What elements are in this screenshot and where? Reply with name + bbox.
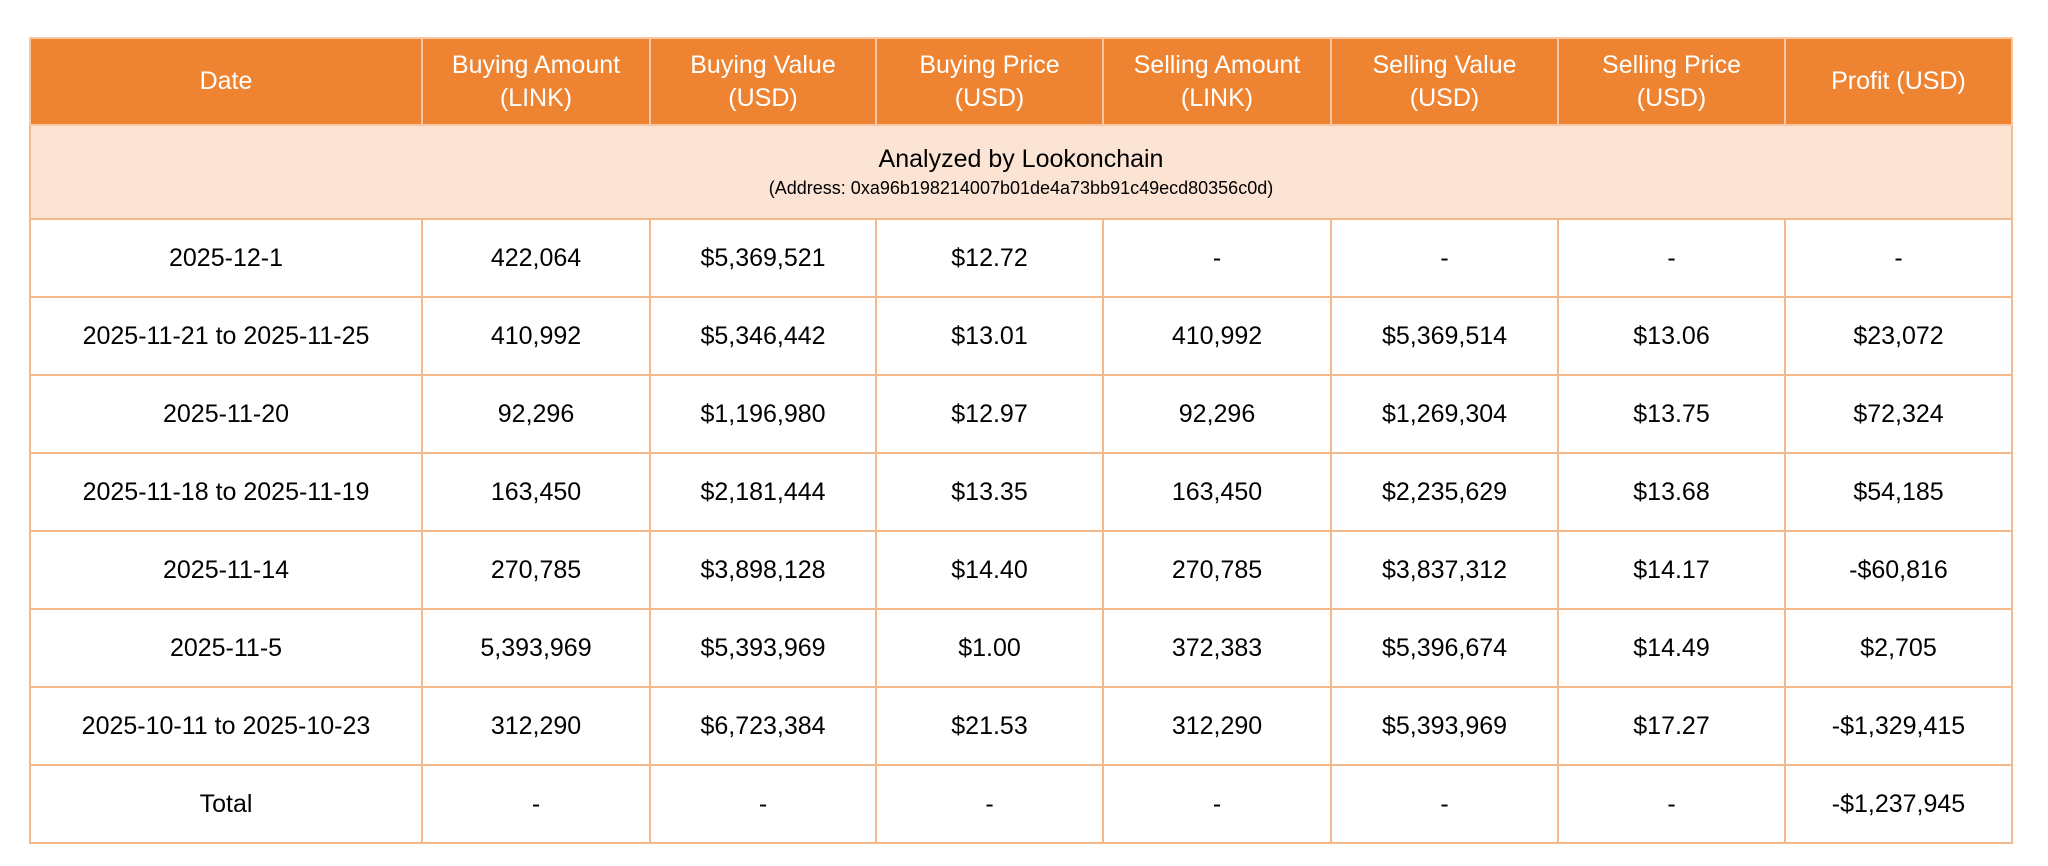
table-cell: 2025-11-18 to 2025-11-19 bbox=[29, 452, 423, 532]
table-cell: $72,324 bbox=[1784, 374, 2013, 454]
column-header-line1: Buying Value bbox=[690, 50, 836, 79]
table-row: 2025-11-21 to 2025-11-25 410,992 $5,346,44… bbox=[29, 296, 2013, 376]
column-header: Buying Value (USD) bbox=[649, 37, 877, 126]
table-cell: - bbox=[1557, 764, 1786, 844]
column-header-line1: Selling Amount bbox=[1133, 50, 1301, 79]
table-cell: 270,785 bbox=[421, 530, 651, 610]
table-cell: $5,369,521 bbox=[649, 218, 877, 298]
table-row: 2025-10-11 to 2025-10-23 312,290 $6,723,38… bbox=[29, 686, 2013, 766]
table-cell: $14.40 bbox=[875, 530, 1104, 610]
column-header-line1: Selling Price bbox=[1602, 50, 1741, 79]
table-cell: $14.49 bbox=[1557, 608, 1786, 688]
table-cell: $1.00 bbox=[875, 608, 1104, 688]
column-header-line1: Buying Amount bbox=[451, 50, 621, 79]
column-header-line2: (USD) bbox=[1636, 83, 1707, 112]
table-cell: -$60,816 bbox=[1784, 530, 2013, 610]
table-cell: $5,369,514 bbox=[1330, 296, 1559, 376]
column-header: Buying Price (USD) bbox=[875, 37, 1104, 126]
table-cell: 2025-12-1 bbox=[29, 218, 423, 298]
column-header: Profit (USD) bbox=[1784, 37, 2013, 126]
table-cell: $17.27 bbox=[1557, 686, 1786, 766]
table-cell: -$1,237,945 bbox=[1784, 764, 2013, 844]
table-cell: $13.06 bbox=[1557, 296, 1786, 376]
table-cell: 312,290 bbox=[1102, 686, 1332, 766]
column-header: Date bbox=[29, 37, 423, 126]
table-cell: 163,450 bbox=[1102, 452, 1332, 532]
table-cell: $3,837,312 bbox=[1330, 530, 1559, 610]
table-cell: $23,072 bbox=[1784, 296, 2013, 376]
table-cell: 410,992 bbox=[1102, 296, 1332, 376]
table-cell: 372,383 bbox=[1102, 608, 1332, 688]
table-cell: - bbox=[1784, 218, 2013, 298]
table-cell: $5,346,442 bbox=[649, 296, 877, 376]
column-header: Buying Amount (LINK) bbox=[421, 37, 651, 126]
table-cell: - bbox=[1330, 764, 1559, 844]
table-cell: 422,064 bbox=[421, 218, 651, 298]
table-row: 2025-11-18 to 2025-11-19 163,450 $2,181,44… bbox=[29, 452, 2013, 532]
table-cell: - bbox=[1102, 218, 1332, 298]
table-cell: $1,196,980 bbox=[649, 374, 877, 454]
table-cell: 5,393,969 bbox=[421, 608, 651, 688]
table-cell: 312,290 bbox=[421, 686, 651, 766]
table-cell: 2025-11-14 bbox=[29, 530, 423, 610]
column-header-line2: (USD) bbox=[728, 83, 798, 112]
table-cell: 2025-11-21 to 2025-11-25 bbox=[29, 296, 423, 376]
table-row: 2025-11-5 5,393,969 $5,393,969 $1.00 372,383… bbox=[29, 608, 2013, 688]
header-row: Date Buying Amount (LINK) Buying Value (USD)… bbox=[29, 37, 2013, 126]
table-cell: $13.01 bbox=[875, 296, 1104, 376]
column-header-line2: (USD) bbox=[954, 83, 1025, 112]
table-cell: 2025-11-5 bbox=[29, 608, 423, 688]
table-cell: $5,393,969 bbox=[1330, 686, 1559, 766]
table-cell: Total bbox=[29, 764, 423, 844]
column-header-line2: (USD) bbox=[1409, 83, 1480, 112]
table-cell: - bbox=[1330, 218, 1559, 298]
table-cell: 92,296 bbox=[1102, 374, 1332, 454]
table-cell: $13.68 bbox=[1557, 452, 1786, 532]
table-cell: $13.75 bbox=[1557, 374, 1786, 454]
table-cell: 410,992 bbox=[421, 296, 651, 376]
column-header-line1: Date bbox=[199, 67, 253, 95]
table-cell: $5,393,969 bbox=[649, 608, 877, 688]
table-cell: $54,185 bbox=[1784, 452, 2013, 532]
table-cell: $2,181,444 bbox=[649, 452, 877, 532]
table-cell: $2,235,629 bbox=[1330, 452, 1559, 532]
table-row: 2025-11-14 270,785 $3,898,128 $14.40 270,785… bbox=[29, 530, 2013, 610]
table-cell: 2025-10-11 to 2025-10-23 bbox=[29, 686, 423, 766]
column-header: Selling Amount (LINK) bbox=[1102, 37, 1332, 126]
trades-table: Date Buying Amount (LINK) Buying Value (USD)… bbox=[29, 37, 2013, 844]
table-cell: $3,898,128 bbox=[649, 530, 877, 610]
table-cell: 2025-11-20 bbox=[29, 374, 423, 454]
band-title: Analyzed by Lookonchain bbox=[878, 145, 1164, 173]
table-cell: - bbox=[649, 764, 877, 844]
table-cell: 92,296 bbox=[421, 374, 651, 454]
table-cell: $21.53 bbox=[875, 686, 1104, 766]
column-header: Selling Value (USD) bbox=[1330, 37, 1559, 126]
table-cell: $6,723,384 bbox=[649, 686, 877, 766]
column-header-line1: Selling Value bbox=[1372, 50, 1517, 79]
table-cell: -$1,329,415 bbox=[1784, 686, 2013, 766]
column-header-line2: (LINK) bbox=[1180, 83, 1254, 112]
column-header-line2: (LINK) bbox=[499, 83, 573, 112]
table-cell: - bbox=[875, 764, 1104, 844]
table-row: 2025-11-20 92,296 $1,196,980 $12.97 92,296 $1… bbox=[29, 374, 2013, 454]
table-cell: $12.97 bbox=[875, 374, 1104, 454]
table-cell: $14.17 bbox=[1557, 530, 1786, 610]
table-cell: - bbox=[1557, 218, 1786, 298]
column-header-line1: Profit (USD) bbox=[1831, 67, 1966, 95]
column-header-line1: Buying Price bbox=[919, 50, 1060, 79]
table-cell: 270,785 bbox=[1102, 530, 1332, 610]
table-cell: $13.35 bbox=[875, 452, 1104, 532]
table-cell: - bbox=[1102, 764, 1332, 844]
table-row: 2025-12-1 422,064 $5,369,521 $12.72- - - - bbox=[29, 218, 2013, 298]
table-cell: $5,396,674 bbox=[1330, 608, 1559, 688]
table-cell: $12.72 bbox=[875, 218, 1104, 298]
table-cell: 163,450 bbox=[421, 452, 651, 532]
table-cell: $2,705 bbox=[1784, 608, 2013, 688]
table-cell: - bbox=[421, 764, 651, 844]
table-cell: $1,269,304 bbox=[1330, 374, 1559, 454]
band-address: (Address: 0xa96b198214007b01de4a73bb91c4… bbox=[768, 178, 1274, 198]
analyzed-by-band: Analyzed by Lookonchain (Address: 0xa96b… bbox=[29, 124, 2013, 220]
total-row: Total - - - - - - -$1,237,945 bbox=[29, 764, 2013, 844]
column-header: Selling Price (USD) bbox=[1557, 37, 1786, 126]
